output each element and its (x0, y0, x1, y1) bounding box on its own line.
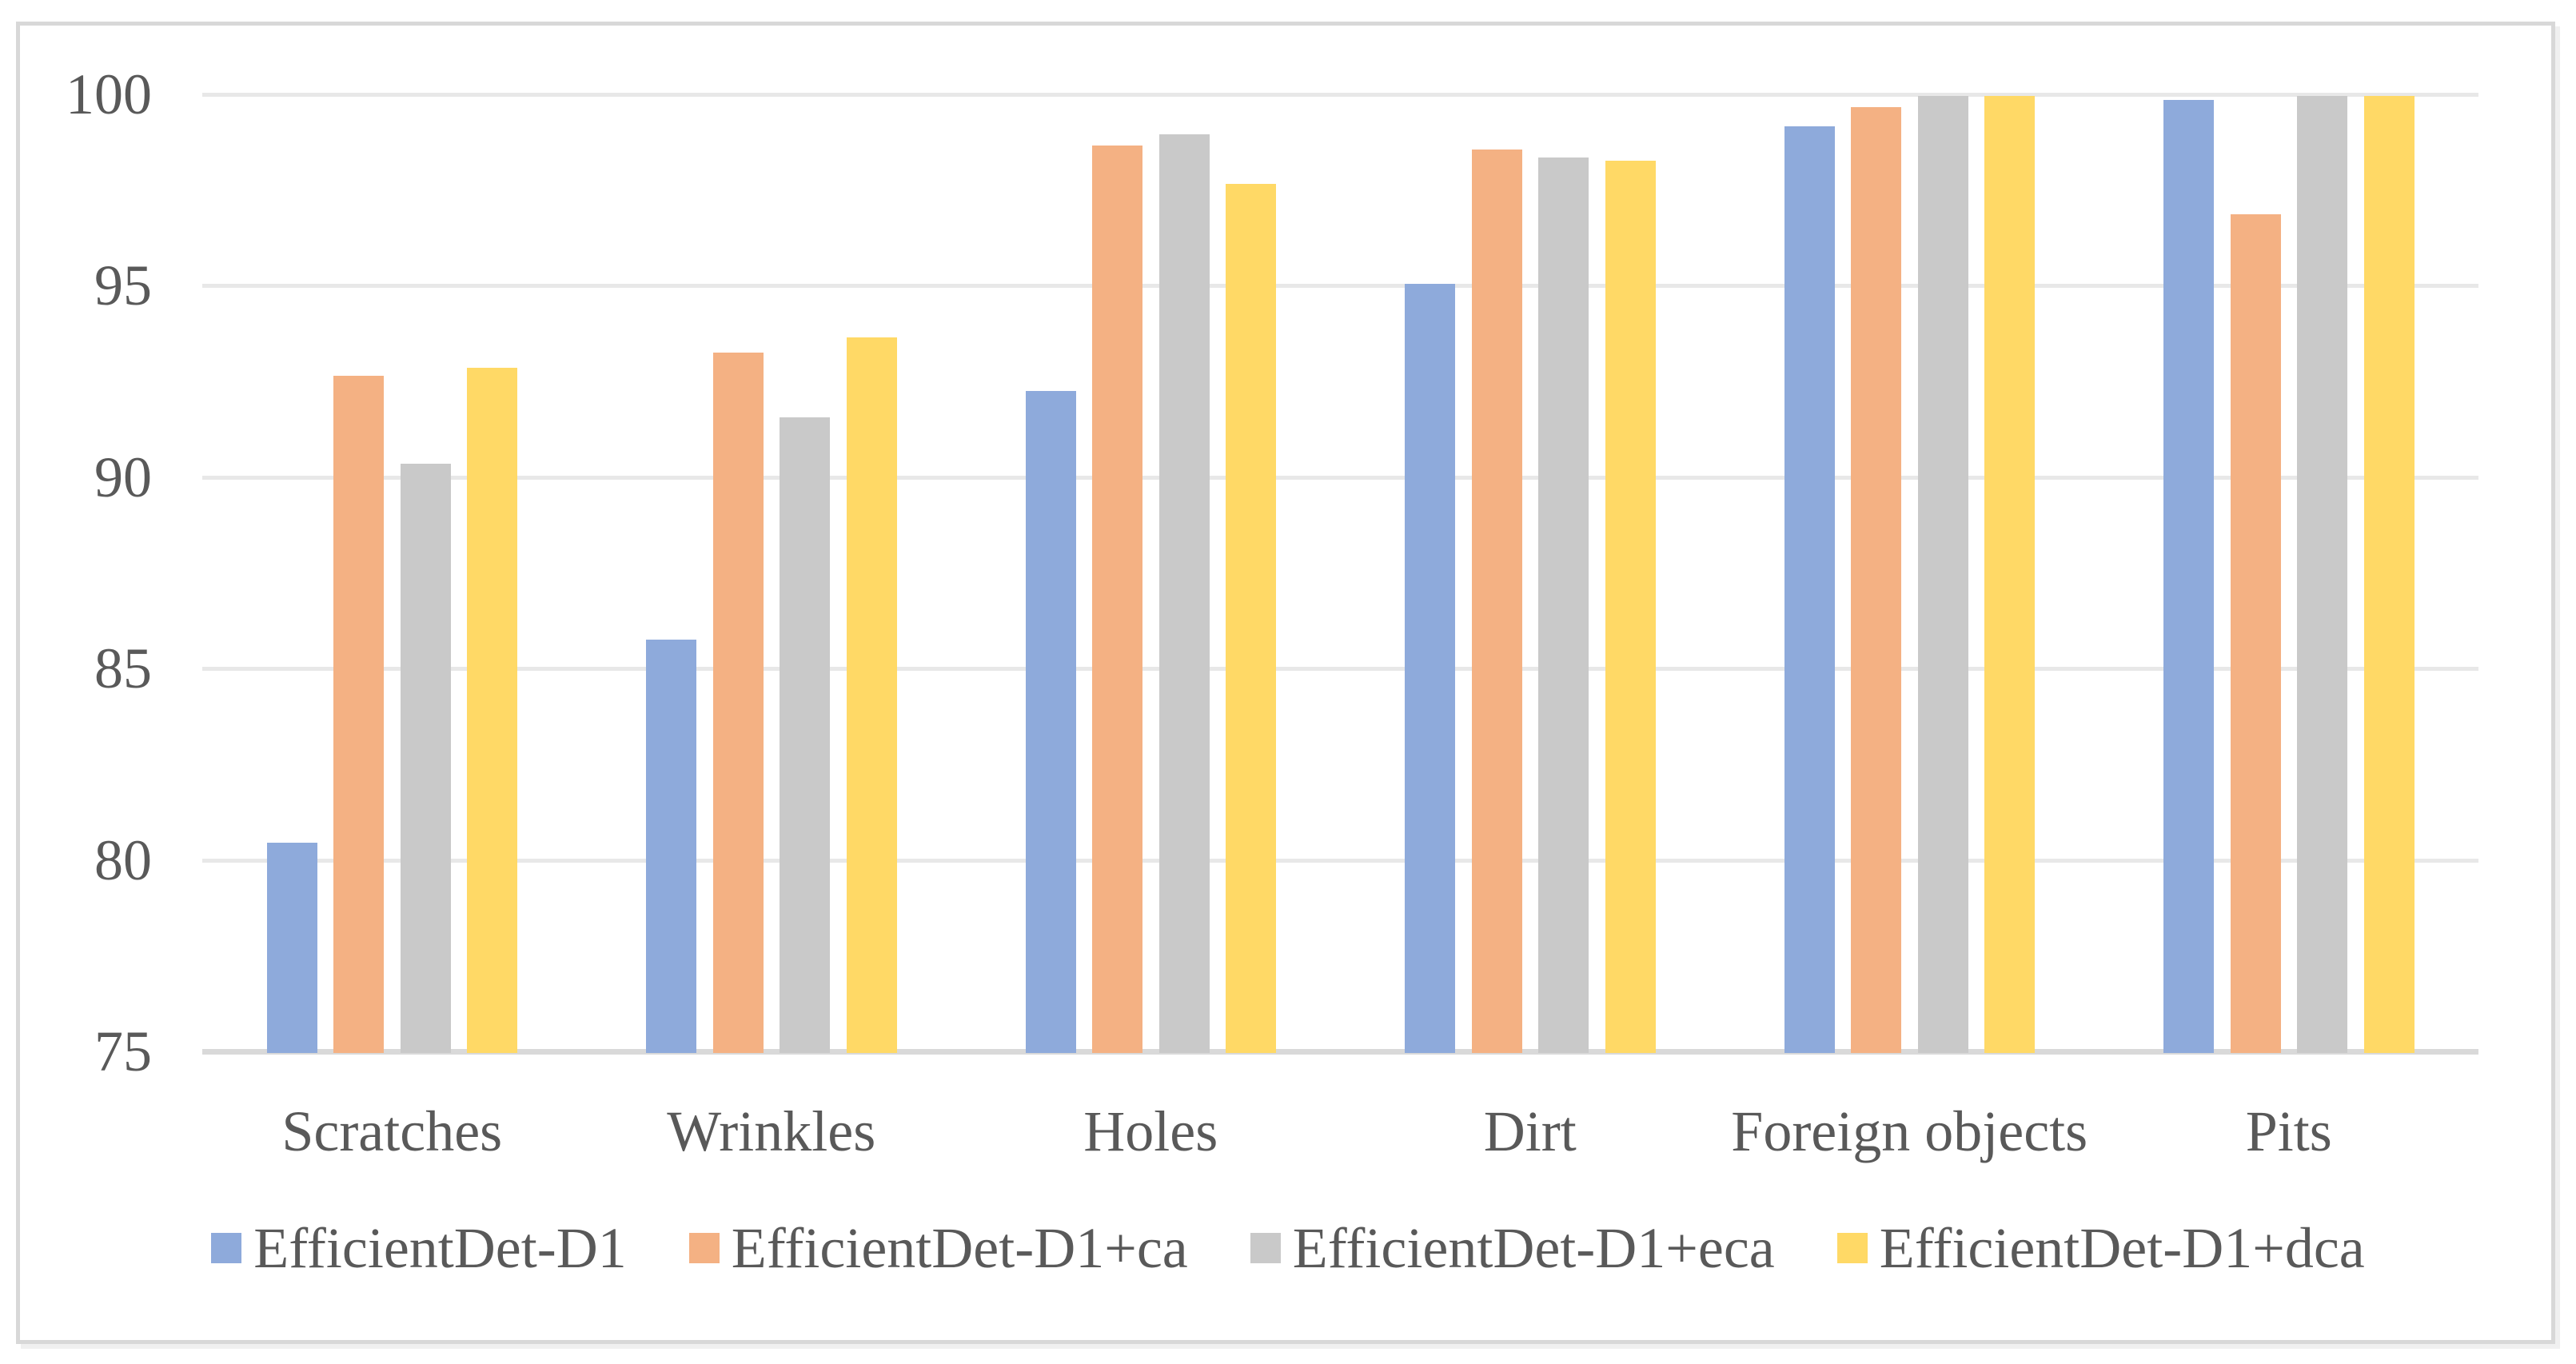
bar-series1-scratches (333, 375, 384, 1053)
bar-series3-holes (1226, 184, 1276, 1053)
legend-swatch-icon (688, 1233, 720, 1263)
bar-series0-dirt (1405, 283, 1455, 1053)
x-category-label-pits: Pits (2245, 1099, 2332, 1163)
y-tick-label-80: 80 (94, 828, 152, 892)
gridline-95 (202, 284, 2478, 289)
y-tick-label-90: 90 (94, 445, 152, 509)
bar-series2-holes (1158, 134, 1210, 1053)
legend-label-3: EfficientDet-D1+dca (1879, 1216, 2365, 1280)
bar-series1-holes (1092, 146, 1142, 1053)
x-category-label-wrinkles: Wrinkles (667, 1099, 876, 1163)
legend-label-2: EfficientDet-D1+eca (1292, 1216, 1775, 1280)
legend-item-1: EfficientDet-D1+ca (688, 1214, 1188, 1282)
legend: EfficientDet-D1 EfficientDet-D1+ca Efficie… (0, 1214, 2576, 1282)
x-axis-line (202, 1049, 2478, 1055)
gridline-85 (202, 667, 2478, 672)
legend-label-1: EfficientDet-D1+ca (731, 1216, 1188, 1280)
legend-swatch-icon (1250, 1233, 1281, 1263)
bar-series3-dirt (1605, 161, 1656, 1053)
x-category-label-scratches: Scratches (281, 1099, 503, 1163)
bar-series2-wrinkles (780, 417, 830, 1053)
legend-item-0: EfficientDet-D1 (211, 1214, 627, 1282)
x-category-label-dirt: Dirt (1483, 1099, 1577, 1163)
y-tick-label-85: 85 (94, 636, 152, 701)
bar-series3-scratches (467, 367, 517, 1053)
legend-swatch-icon (1836, 1233, 1868, 1263)
gridline-80 (202, 858, 2478, 863)
bar-series2-scratches (400, 463, 451, 1053)
bar-series1-foreign-objects (1851, 107, 1901, 1053)
legend-item-2: EfficientDet-D1+eca (1250, 1214, 1775, 1282)
bar-series0-foreign-objects (1784, 126, 1835, 1053)
legend-swatch-icon (211, 1233, 242, 1263)
bar-series1-wrinkles (712, 352, 764, 1053)
y-tick-label-75: 75 (94, 1019, 152, 1083)
bar-series0-scratches (266, 842, 317, 1053)
bar-series0-wrinkles (646, 639, 696, 1053)
y-tick-label-95: 95 (94, 253, 152, 318)
y-tick-label-100: 100 (66, 62, 152, 126)
bar-series2-dirt (1538, 157, 1589, 1053)
gridline-90 (202, 475, 2478, 480)
bar-series1-dirt (1471, 150, 1522, 1053)
x-category-label-holes: Holes (1083, 1099, 1218, 1163)
bar-series2-pits (2297, 96, 2347, 1053)
bar-series1-pits (2230, 214, 2281, 1053)
bar-series0-pits (2163, 99, 2214, 1053)
x-category-label-foreign-objects: Foreign objects (1731, 1099, 2088, 1163)
bar-series3-foreign-objects (1984, 96, 2035, 1053)
bar-series3-wrinkles (846, 337, 897, 1053)
bar-series2-foreign-objects (1917, 96, 1968, 1053)
bar-series3-pits (2363, 96, 2415, 1053)
gridline-100 (202, 93, 2478, 97)
bar-series0-holes (1025, 390, 1076, 1053)
legend-item-3: EfficientDet-D1+dca (1836, 1214, 2365, 1282)
legend-label-0: EfficientDet-D1 (253, 1216, 627, 1280)
